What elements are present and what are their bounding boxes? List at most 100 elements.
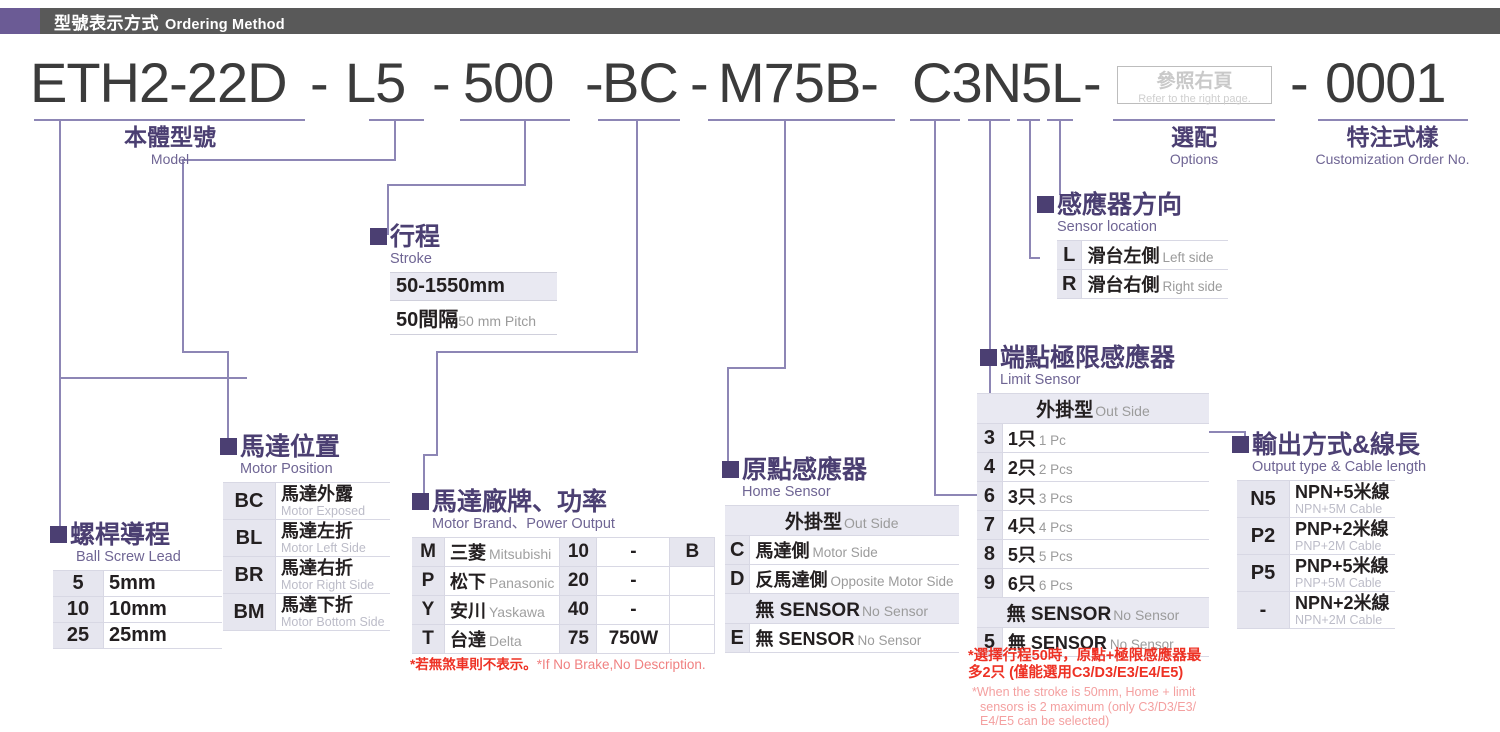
group-header-en: No Sensor bbox=[1113, 607, 1180, 623]
cell-key: P5 bbox=[1237, 554, 1290, 592]
table-row[interactable]: BM 馬達下折 Motor Bottom Side bbox=[223, 593, 390, 631]
table-row[interactable]: L 滑台左側 Left side bbox=[1057, 240, 1228, 270]
cell-key: 3 bbox=[977, 423, 1003, 453]
page-header-bar: 型號表示方式 Ordering Method bbox=[0, 8, 1500, 34]
table-row[interactable]: D 反馬達側 Opposite Motor Side bbox=[725, 564, 959, 594]
table-row[interactable]: P 松下 Panasonic 20 - bbox=[412, 566, 716, 596]
options-box-en: Refer to the right page. bbox=[1138, 93, 1251, 105]
motor-position-table: BC 馬達外露 Motor Exposed BL 馬達左折 Motor Left… bbox=[223, 482, 390, 631]
motor-position-zh: 馬達位置 bbox=[240, 433, 341, 461]
table-group-header-row: 外掛型 Out Side bbox=[977, 393, 1209, 424]
table-row[interactable]: 10 10mm bbox=[53, 596, 222, 623]
cell-key: 10 bbox=[53, 596, 104, 623]
cell-brand-name: 安川 Yaskawa bbox=[444, 595, 561, 625]
cell-key: BM bbox=[223, 593, 276, 631]
ball-screw-lead-heading: 螺桿導程 bbox=[50, 520, 222, 550]
cell-en: Left side bbox=[1162, 250, 1214, 265]
table-row[interactable]: 7 4只 4 Pcs bbox=[977, 510, 1209, 540]
cell-value: NPN+5米線 NPN+5M Cable bbox=[1289, 480, 1395, 518]
ball-screw-lead-table: 5 5mm 10 10mm 25 25mm bbox=[53, 570, 222, 649]
table-row[interactable]: 6 3只 3 Pcs bbox=[977, 481, 1209, 511]
table-row[interactable]: C 馬達側 Motor Side bbox=[725, 535, 959, 565]
cell-brand-key: T bbox=[412, 624, 445, 654]
group-header: 外掛型 Out Side bbox=[725, 505, 959, 536]
cell-value: 2只 2 Pcs bbox=[1002, 452, 1209, 482]
label-options-zh: 選配 bbox=[1171, 124, 1217, 150]
table-row[interactable]: BC 馬達外露 Motor Exposed bbox=[223, 482, 390, 520]
cell-en: Yaskawa bbox=[489, 604, 545, 620]
table-row[interactable]: - NPN+2米線 NPN+2M Cable bbox=[1237, 591, 1395, 629]
cell-key: L bbox=[1057, 240, 1083, 270]
cell-value: 6只 6 Pcs bbox=[1002, 568, 1209, 598]
label-model-zh: 本體型號 bbox=[124, 124, 216, 150]
bullet-square-icon bbox=[1232, 436, 1249, 453]
cell-zh: 4只 bbox=[1007, 516, 1036, 536]
cell-value: PNP+2米線 PNP+2M Cable bbox=[1289, 517, 1395, 555]
stroke-heading: 行程 bbox=[370, 222, 557, 252]
options-placeholder-box[interactable]: 參照右頁 Refer to the right page. bbox=[1117, 66, 1272, 105]
cell-value: 無 SENSOR No Sensor bbox=[749, 623, 959, 653]
cell-brand-name: 松下 Panasonic bbox=[444, 566, 561, 596]
cell-en: Mitsubishi bbox=[489, 546, 552, 562]
table-row[interactable]: BL 馬達左折 Motor Left Side bbox=[223, 519, 390, 557]
table-row[interactable]: 8 5只 5 Pcs bbox=[977, 539, 1209, 569]
cell-value: 反馬達側 Opposite Motor Side bbox=[749, 564, 959, 594]
table-row[interactable]: 4 2只 2 Pcs bbox=[977, 452, 1209, 482]
section-motor-position: 馬達位置 Motor Position BC 馬達外露 Motor Expose… bbox=[220, 432, 390, 631]
code-segment: 0001 bbox=[1325, 51, 1447, 114]
table-row[interactable]: M 三菱 Mitsubishi 10 - B bbox=[412, 537, 716, 567]
cell-key: E bbox=[725, 623, 751, 653]
limit-sensor-table: 外掛型 Out Side 3 1只 1 Pc 4 2只 2 Pcs 6 3只 3 Pcs… bbox=[977, 393, 1209, 657]
table-row[interactable]: 9 6只 6 Pcs bbox=[977, 568, 1209, 598]
table-row[interactable]: E 無 SENSOR No Sensor bbox=[725, 623, 959, 653]
table-row[interactable]: P5 PNP+5米線 PNP+5M Cable bbox=[1237, 554, 1395, 592]
cell-key: BC bbox=[223, 482, 276, 520]
output-type-en: Output type & Cable length bbox=[1252, 459, 1427, 475]
cell-en: Right side bbox=[1162, 279, 1223, 294]
cell-value: 5mm bbox=[103, 570, 222, 597]
sensor-location-zh: 感應器方向 bbox=[1057, 191, 1183, 219]
table-row[interactable]: 3 1只 1 Pc bbox=[977, 423, 1209, 453]
cell-en: 2 Pcs bbox=[1038, 462, 1073, 477]
cell-value: 10mm bbox=[103, 596, 222, 623]
table-row[interactable]: Y 安川 Yaskawa 40 - bbox=[412, 595, 716, 625]
output-type-heading: 輸出方式&線長 bbox=[1232, 430, 1426, 460]
cell-value: NPN+2米線 NPN+2M Cable bbox=[1289, 591, 1395, 629]
table-row[interactable]: 5 5mm bbox=[53, 570, 222, 597]
cell-key: 4 bbox=[977, 452, 1003, 482]
code-segment: ETH2-22D bbox=[30, 51, 288, 114]
section-home-sensor: 原點感應器 Home Sensor 外掛型 Out Side C 馬達側 Motor… bbox=[722, 455, 959, 653]
cell-zh: 台達 bbox=[450, 630, 486, 650]
cell-brand-name: 三菱 Mitsubishi bbox=[444, 537, 561, 567]
sensor-location-heading: 感應器方向 bbox=[1037, 190, 1228, 220]
cell-power-code: 40 bbox=[559, 595, 598, 625]
cell-en: PNP+2M Cable bbox=[1295, 539, 1382, 553]
cell-zh: 6只 bbox=[1007, 574, 1036, 594]
cell-zh: 馬達下折 bbox=[281, 595, 353, 615]
table-row[interactable]: P2 PNP+2米線 PNP+2M Cable bbox=[1237, 517, 1395, 555]
output-type-zh: 輸出方式&線長 bbox=[1252, 431, 1421, 459]
section-ball-screw-lead: 螺桿導程 Ball Screw Lead 5 5mm 10 10mm 25 25… bbox=[50, 520, 222, 649]
cell-en: Motor Side bbox=[812, 545, 878, 560]
table-row[interactable]: 5 無 SENSOR No Sensor bbox=[977, 627, 1209, 657]
cell-en: Delta bbox=[489, 633, 522, 649]
label-model: 本體型號 Model bbox=[60, 124, 280, 168]
table-row[interactable]: R 滑台右側 Right side bbox=[1057, 269, 1228, 299]
table-row[interactable]: 25 25mm bbox=[53, 622, 222, 649]
cell-key: - bbox=[1237, 591, 1290, 629]
cell-zh: NPN+2米線 bbox=[1295, 593, 1390, 613]
cell-en: NPN+5M Cable bbox=[1295, 502, 1383, 516]
cell-power-value: 750W bbox=[596, 624, 671, 654]
cell-zh: 3只 bbox=[1007, 487, 1036, 507]
cell-zh: 三菱 bbox=[450, 543, 486, 563]
table-row[interactable]: T 台達 Delta 75 750W bbox=[412, 624, 716, 654]
cell-zh: 安川 bbox=[450, 601, 486, 621]
stroke-pitch: 50間隔50 mm Pitch bbox=[390, 300, 557, 335]
cell-en: NPN+2M Cable bbox=[1295, 613, 1383, 627]
bullet-square-icon bbox=[220, 438, 237, 455]
table-row[interactable]: N5 NPN+5米線 NPN+5M Cable bbox=[1237, 480, 1395, 518]
label-options-en: Options bbox=[1169, 151, 1219, 167]
table-row[interactable]: BR 馬達右折 Motor Right Side bbox=[223, 556, 390, 594]
cell-en: 6 Pcs bbox=[1038, 578, 1073, 593]
code-segment: - bbox=[432, 51, 451, 114]
